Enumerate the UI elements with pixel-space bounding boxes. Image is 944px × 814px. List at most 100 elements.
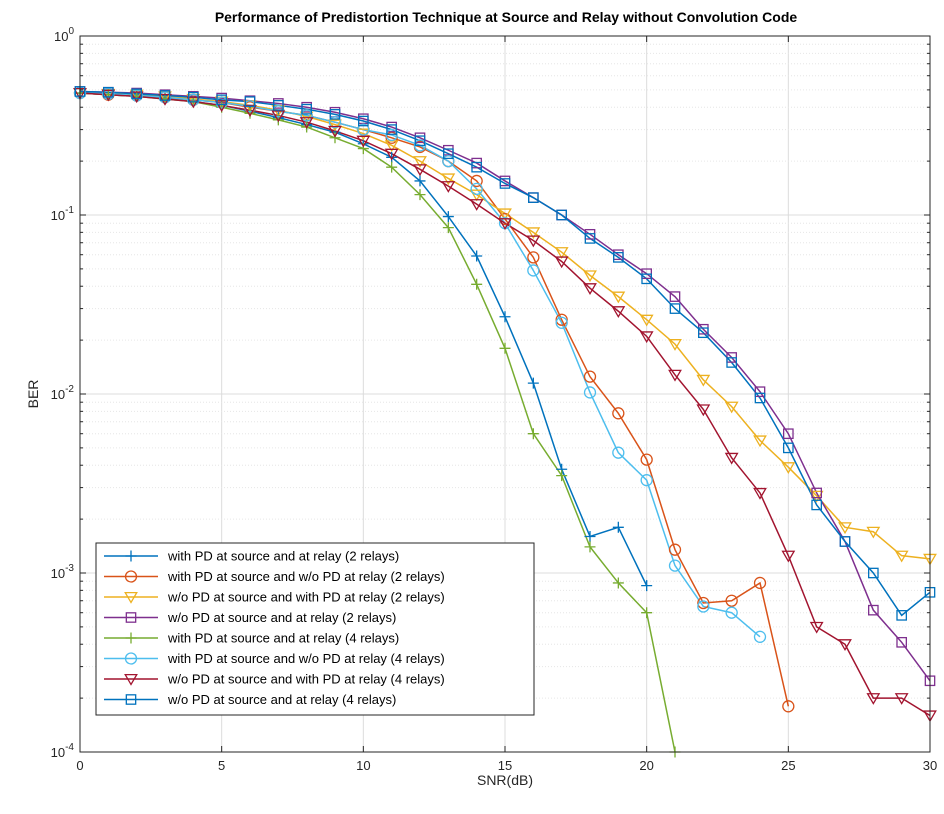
data-point-series-8: [641, 273, 652, 285]
data-point-series-6: [583, 386, 597, 399]
data-point-series-4: [783, 428, 794, 440]
data-point-series-7: [101, 89, 116, 102]
data-point-series-7: [894, 693, 909, 705]
data-point-series-6: [668, 559, 682, 572]
data-point-series-8: [839, 536, 851, 547]
data-point-series-3: [526, 227, 541, 240]
x-tick-label: 30: [923, 758, 937, 773]
legend-marker-7: [124, 673, 138, 686]
y-axis-ticks: 100 10-1 10-2 10-3 10-4: [51, 26, 930, 760]
data-point-series-8: [669, 303, 681, 314]
data-point-series-8: [244, 96, 256, 107]
data-point-series-6: [697, 600, 710, 613]
data-point-series-1: [612, 521, 624, 533]
data-point-series-1: [584, 530, 596, 542]
data-point-series-6: [470, 182, 483, 195]
data-point-series-8: [783, 442, 794, 454]
data-point-series-2: [668, 543, 682, 556]
data-point-series-6: [725, 606, 738, 619]
data-point-series-5: [499, 342, 511, 354]
data-point-series-6: [527, 264, 540, 277]
data-point-series-4: [811, 487, 822, 499]
data-point-series-7: [583, 283, 597, 295]
data-point-series-8: [216, 94, 227, 106]
legend-marker-6: [124, 652, 138, 665]
x-tick-label: 10: [356, 758, 370, 773]
data-point-series-2: [697, 596, 710, 610]
data-point-series-1: [442, 211, 454, 223]
data-point-series-6: [442, 154, 455, 168]
data-point-series-8: [131, 88, 142, 100]
legend-label-5: with PD at source and at relay (4 relays…: [167, 631, 399, 646]
data-point-series-1: [641, 580, 653, 592]
data-point-series-2: [583, 370, 597, 383]
data-point-series-2: [753, 576, 767, 590]
data-point-series-7: [866, 693, 881, 705]
y-tick-label: 10-2: [51, 384, 75, 402]
data-point-series-5: [527, 428, 539, 440]
data-point-series-8: [868, 567, 879, 579]
y-axis-label: BER: [25, 380, 41, 409]
data-point-series-4: [868, 604, 879, 616]
data-point-series-8: [726, 357, 737, 368]
data-point-series-7: [441, 181, 456, 193]
legend-label-7: w/o PD at source and with PD at relay (4…: [167, 672, 445, 687]
data-point-series-7: [129, 91, 144, 104]
data-point-series-5: [386, 161, 398, 173]
data-point-series-3: [583, 270, 597, 283]
data-point-series-7: [838, 639, 852, 652]
data-point-series-7: [668, 369, 682, 382]
data-point-series-3: [894, 550, 909, 563]
data-point-series-3: [724, 401, 739, 414]
legend-label-2: with PD at source and w/o PD at relay (2…: [167, 569, 445, 584]
data-point-series-8: [329, 109, 341, 120]
data-point-series-2: [555, 313, 568, 326]
data-point-series-6: [187, 93, 200, 106]
data-point-series-7: [469, 199, 484, 211]
data-point-series-2: [470, 174, 483, 188]
y-tick-label: 10-3: [51, 563, 75, 581]
data-point-series-8: [811, 499, 822, 511]
data-point-series-2: [612, 407, 625, 420]
data-point-series-6: [158, 91, 172, 104]
data-point-series-8: [301, 103, 312, 115]
data-point-series-5: [471, 278, 483, 290]
data-point-series-2: [527, 251, 540, 264]
data-point-series-5: [556, 470, 568, 482]
data-point-series-3: [866, 526, 881, 539]
data-point-series-4: [754, 386, 766, 398]
series-line-4: [79, 90, 931, 682]
data-point-series-3: [809, 490, 824, 503]
legend-label-1: with PD at source and at relay (2 relays…: [167, 549, 399, 564]
data-point-series-7: [611, 306, 626, 319]
data-point-series-8: [584, 233, 596, 244]
x-tick-label: 0: [76, 758, 83, 773]
data-point-series-7: [809, 621, 824, 634]
legend-label-3: w/o PD at source and with PD at relay (2…: [167, 590, 445, 605]
data-point-series-6: [753, 630, 767, 643]
data-point-series-6: [612, 446, 625, 459]
legend: with PD at source and at relay (2 relays…: [95, 542, 535, 716]
legend-marker-4: [125, 612, 137, 623]
data-point-series-5: [329, 132, 341, 144]
legend-marker-1: [125, 550, 137, 562]
data-point-series-3: [413, 156, 427, 168]
legend-marker-8: [125, 694, 137, 705]
x-tick-label: 25: [781, 758, 795, 773]
data-point-series-3: [441, 173, 456, 186]
data-point-series-1: [527, 377, 539, 389]
data-point-series-7: [299, 117, 314, 129]
data-point-series-1: [499, 311, 511, 323]
x-axis-ticks: 0 5 10 15 20 25 30: [76, 36, 937, 773]
data-point-series-3: [639, 314, 654, 327]
data-point-series-8: [556, 209, 567, 221]
chart-title: Performance of Predistortion Technique a…: [215, 9, 798, 25]
x-axis-label: SNR(dB): [477, 772, 533, 788]
data-point-series-6: [300, 109, 313, 122]
data-point-series-7: [356, 135, 371, 148]
data-point-series-6: [640, 474, 653, 487]
data-point-series-4: [669, 291, 681, 302]
data-point-series-7: [498, 218, 512, 230]
x-tick-label: 20: [639, 758, 653, 773]
